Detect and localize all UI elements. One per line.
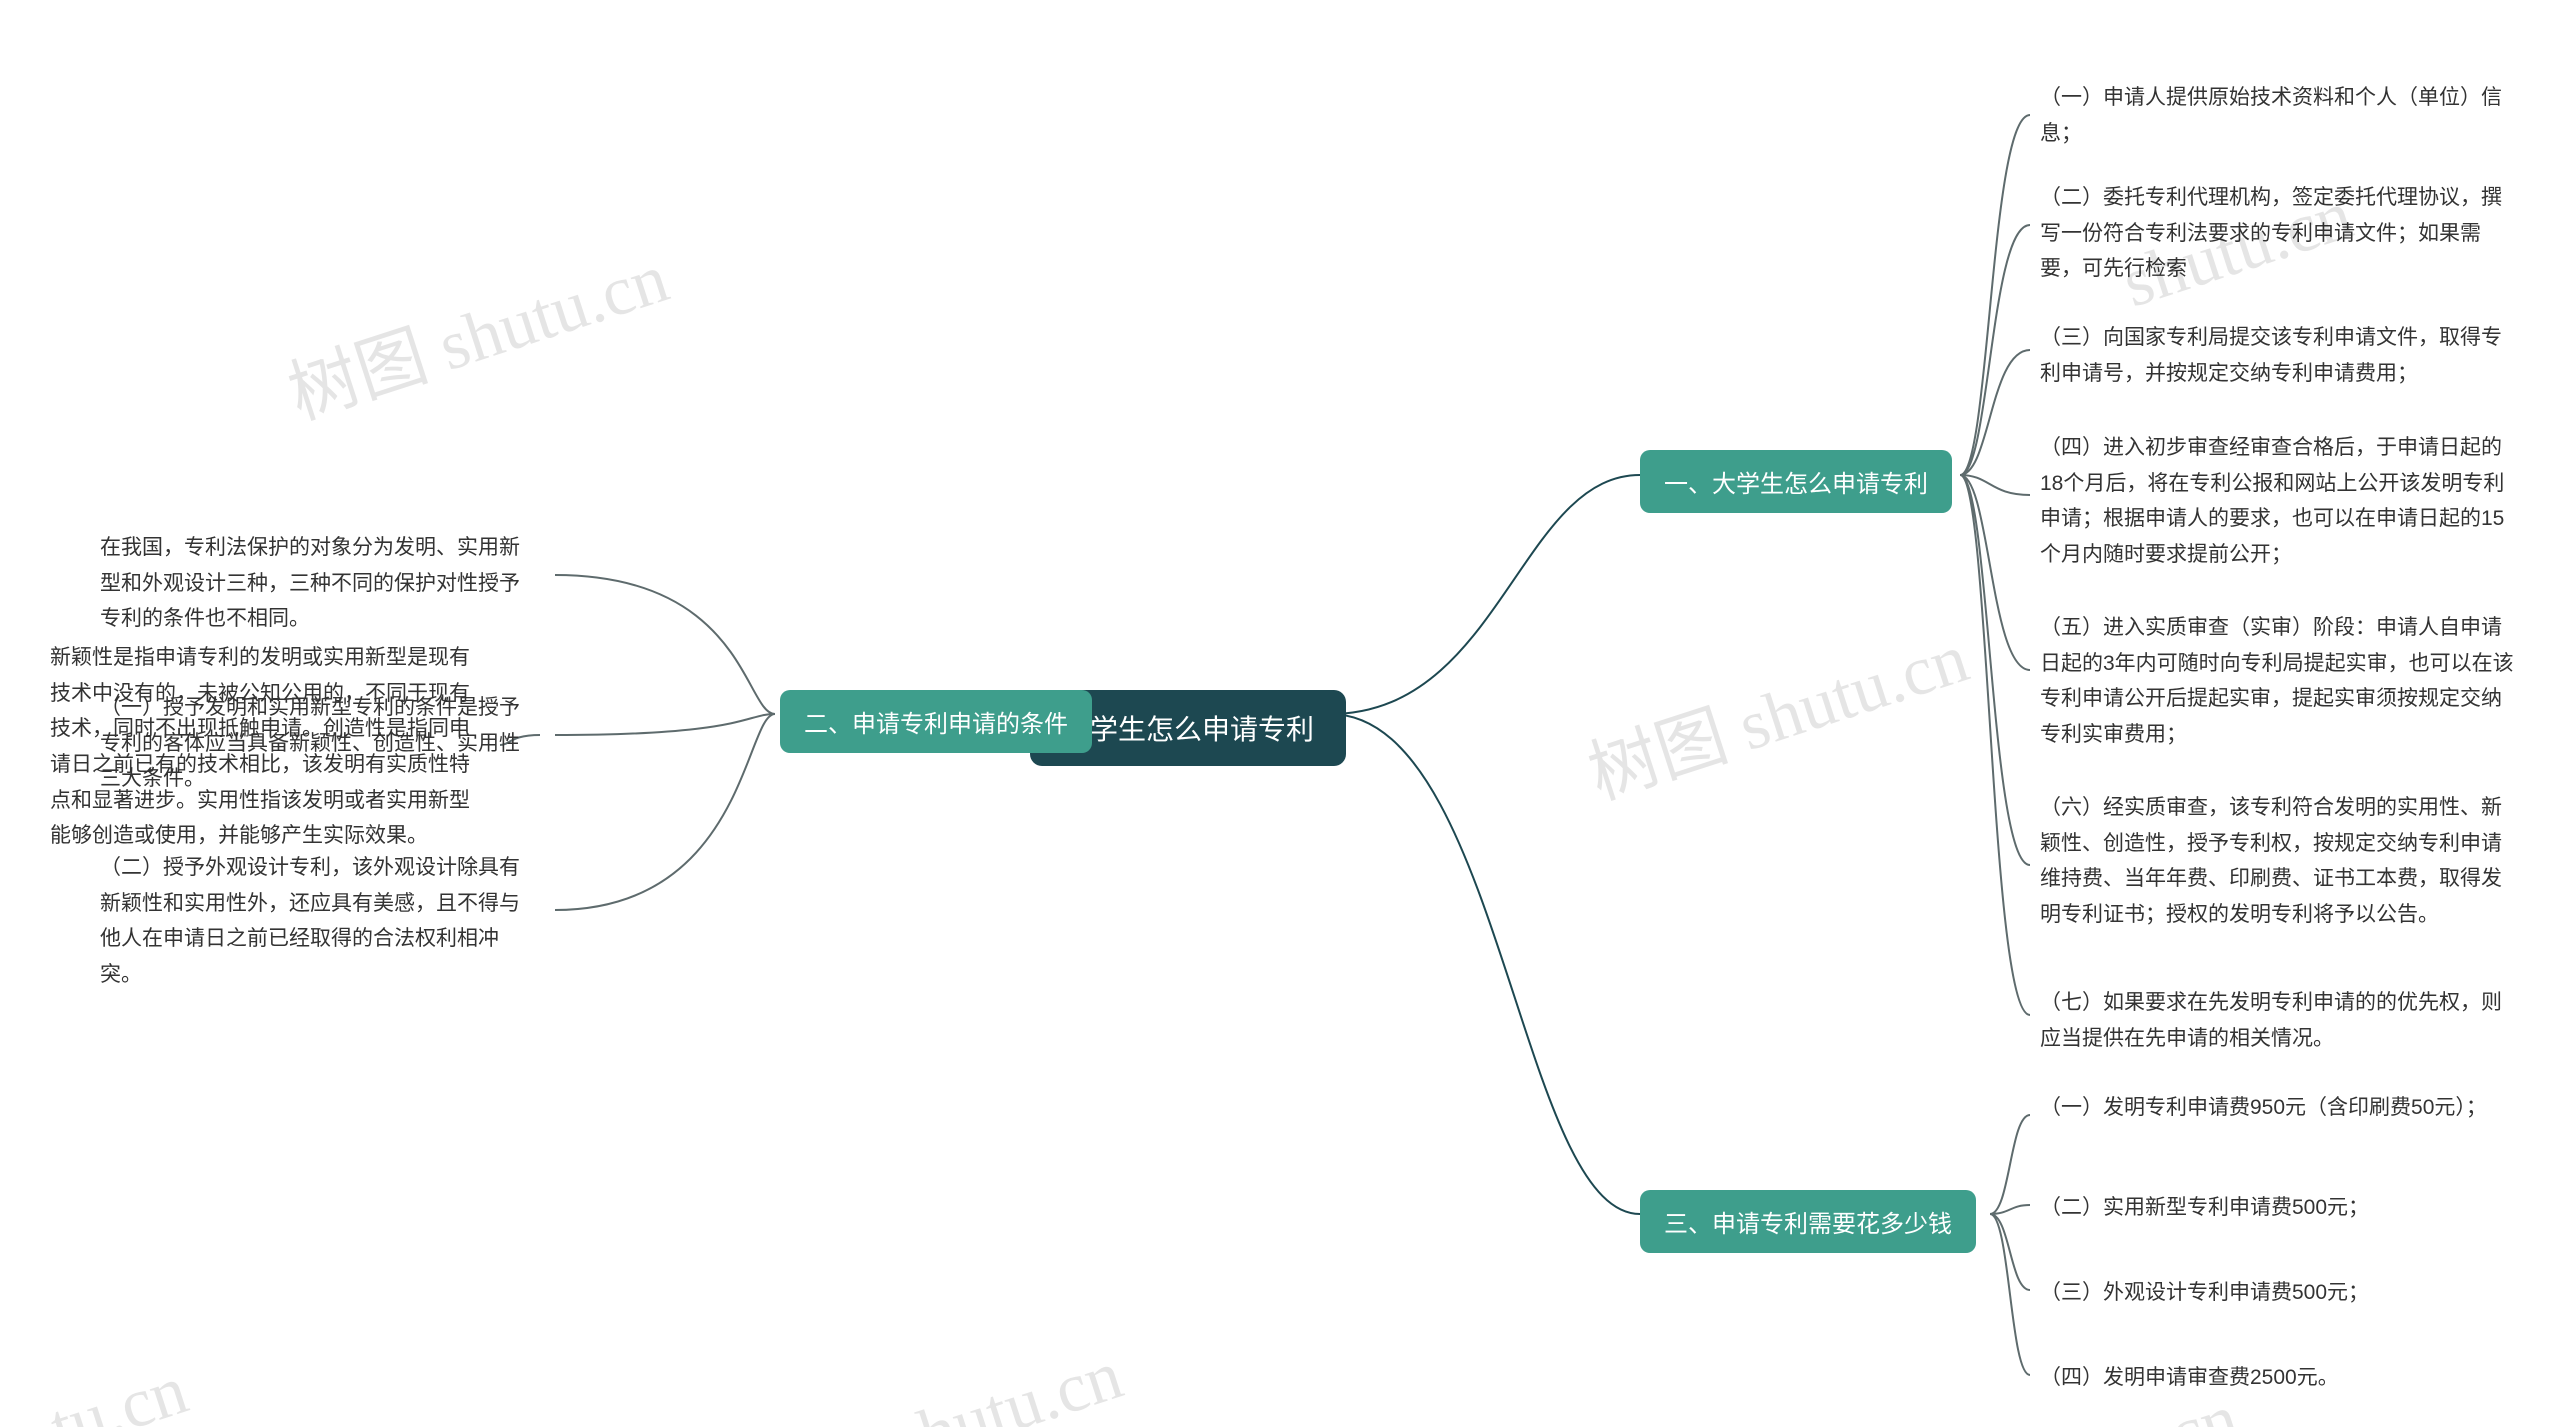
branch-3-leaf-4: （四）发明申请审查费2500元。 [2040,1360,2339,1396]
branch-1-leaf-4: （四）进入初步审查经审查合格后，于申请日起的18个月后，将在专利公报和网站上公开… [2040,430,2520,573]
mindmap-canvas: 大学生怎么申请专利 一、大学生怎么申请专利 （一）申请人提供原始技术资料和个人（… [0,0,2560,1427]
watermark: 树图 shutu.cn [1574,602,1979,819]
branch-1-leaf-2: （二）委托专利代理机构，签定委托代理协议，撰写一份符合专利法要求的专利申请文件；… [2040,180,2520,287]
branch-2-leaf-3: （二）授予外观设计专利，该外观设计除具有新颖性和实用性外，还应具有美感，且不得与… [100,850,540,993]
branch-1: 一、大学生怎么申请专利 [1640,450,1952,513]
branch-1-leaf-5: （五）进入实质审查（实审）阶段：申请人自申请日起的3年内可随时向专利局提起实审，… [2040,610,2520,753]
watermark: 树图 shutu.cn [274,222,679,439]
watermark: tu.cn [41,1351,197,1427]
branch-1-leaf-7: （七）如果要求在先发明专利申请的的优先权，则应当提供在先申请的相关情况。 [2040,985,2520,1056]
branch-1-leaf-1: （一）申请人提供原始技术资料和个人（单位）信息； [2040,80,2520,151]
branch-3-leaf-2: （二）实用新型专利申请费500元； [2040,1190,2369,1226]
branch-3-leaf-1: （一）发明专利申请费950元（含印刷费50元）； [2040,1090,2487,1126]
watermark: shutu.cn [883,1336,1131,1427]
branch-2-leaf-1: 在我国，专利法保护的对象分为发明、实用新型和外观设计三种，三种不同的保护对性授予… [100,530,540,637]
branch-2-leaf-2-sub: 新颖性是指申请专利的发明或实用新型是现有技术中没有的，未被公知公用的，不同于现有… [50,640,490,854]
branch-2: 二、申请专利申请的条件 [780,690,1092,753]
branch-3: 三、申请专利需要花多少钱 [1640,1190,1976,1253]
branch-1-leaf-3: （三）向国家专利局提交该专利申请文件，取得专利申请号，并按规定交纳专利申请费用； [2040,320,2520,391]
branch-1-leaf-6: （六）经实质审查，该专利符合发明的实用性、新颖性、创造性，授予专利权，按规定交纳… [2040,790,2520,933]
branch-3-leaf-3: （三）外观设计专利申请费500元； [2040,1275,2369,1311]
